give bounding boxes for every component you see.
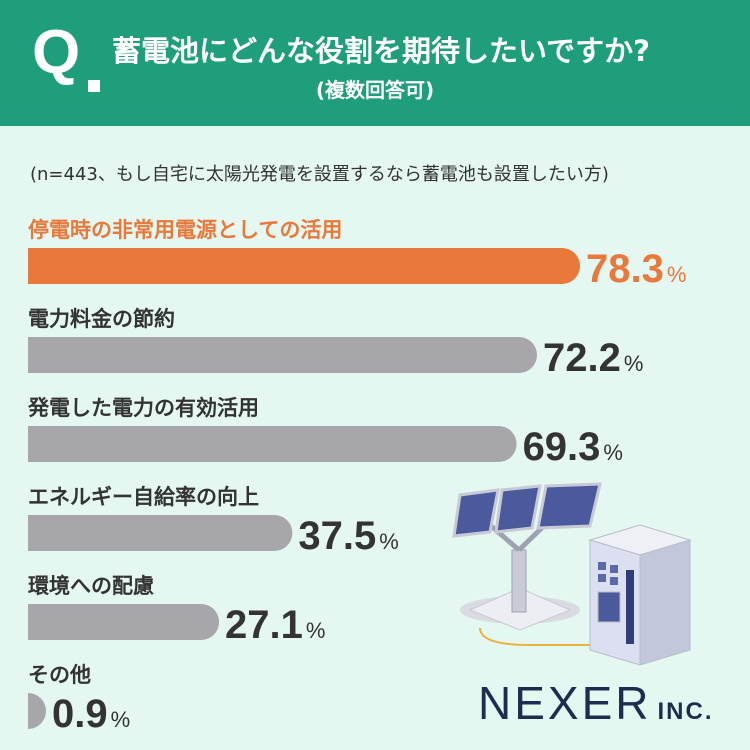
value-label: 69.3% [523, 425, 623, 469]
value-unit: % [603, 440, 623, 465]
sample-note: (n=443、もし自宅に太陽光発電を設置するなら蓄電池も設置したい方) [30, 164, 609, 185]
bar [28, 515, 293, 551]
category-label: 環境への配慮 [28, 574, 154, 598]
bar [28, 693, 46, 729]
header-banner: Q 蓄電池にどんな役割を期待したいですか? (複数回答可) [0, 0, 750, 126]
question-title: 蓄電池にどんな役割を期待したいですか? [112, 34, 650, 68]
value-number: 37.5 [298, 514, 376, 558]
value-unit: % [306, 618, 326, 643]
value-number: 69.3 [523, 425, 601, 469]
value-unit: % [111, 707, 131, 732]
value-label: 78.3% [586, 247, 686, 291]
logo-name: NEXER [478, 677, 652, 729]
storage-battery-icon [588, 524, 692, 666]
nexer-logo: NEXER INC. [478, 676, 713, 730]
value-label: 27.1% [225, 603, 325, 647]
question-subtitle: (複数回答可) [315, 78, 435, 102]
value-label: 0.9% [52, 692, 130, 736]
bar [28, 426, 517, 462]
category-label: その他 [28, 663, 91, 687]
value-unit: % [624, 351, 644, 376]
solar-panel-icon [452, 482, 616, 646]
bar [28, 248, 581, 284]
category-label: 電力料金の節約 [28, 307, 175, 331]
logo-suffix: INC. [657, 698, 714, 725]
category-label: エネルギー自給率の向上 [28, 485, 259, 509]
value-label: 37.5% [298, 514, 398, 558]
value-unit: % [379, 529, 399, 554]
value-label: 72.2% [543, 336, 643, 380]
bar [28, 337, 538, 373]
value-number: 0.9 [52, 692, 108, 736]
bar [28, 604, 220, 640]
value-number: 27.1 [225, 603, 303, 647]
value-number: 78.3 [586, 247, 664, 291]
value-number: 72.2 [543, 336, 621, 380]
solar-battery-illustration [452, 482, 692, 666]
value-unit: % [667, 262, 687, 287]
question-dot [88, 80, 100, 92]
question-mark-label: Q [32, 18, 81, 87]
category-label: 発電した電力の有効活用 [27, 396, 259, 420]
category-label: 停電時の非常用電源としての活用 [28, 218, 342, 242]
